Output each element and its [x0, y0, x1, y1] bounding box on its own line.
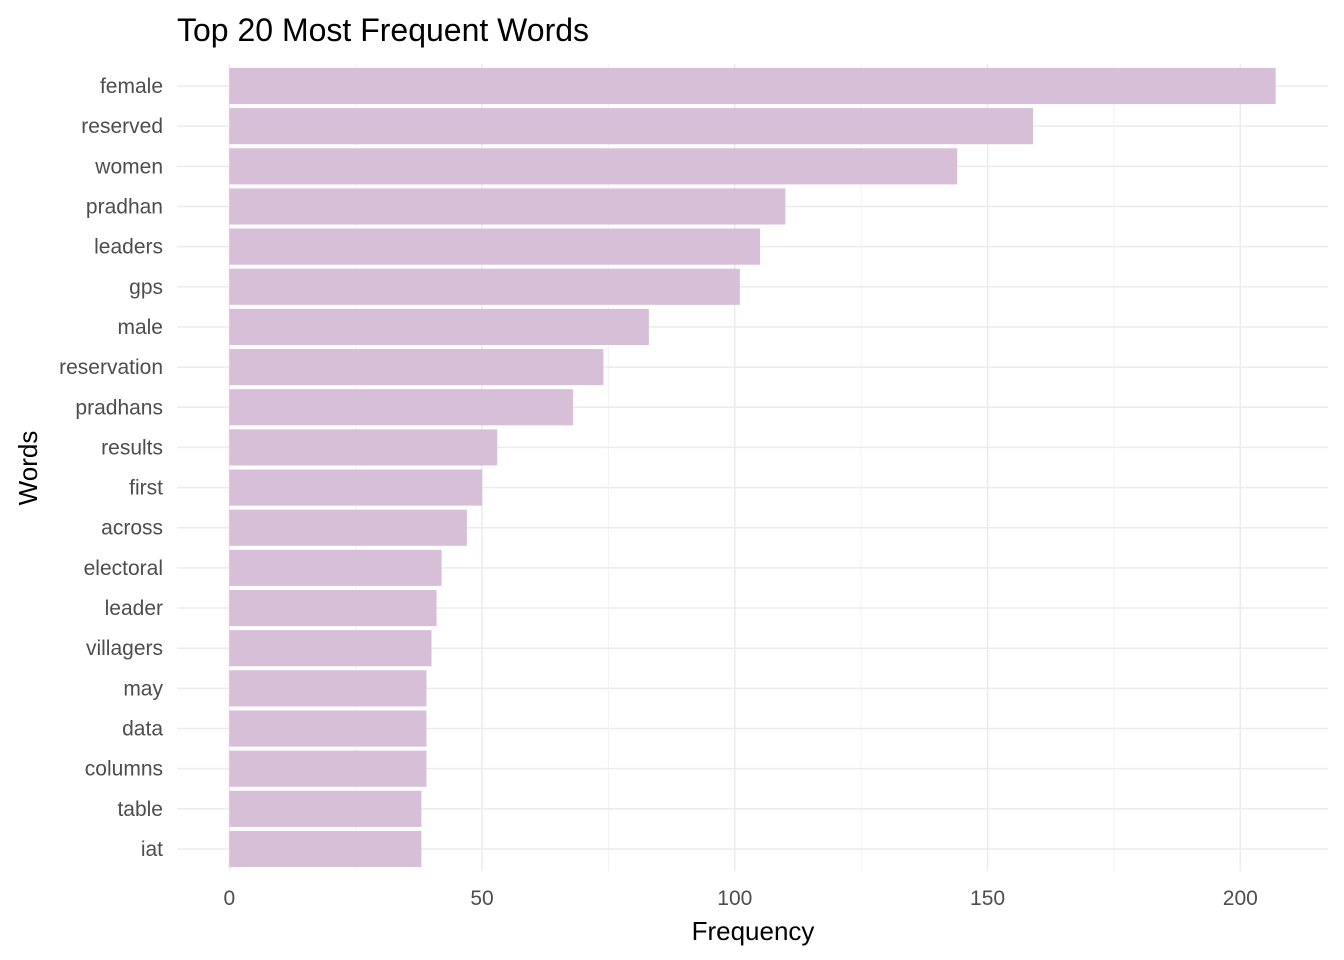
- y-tick-label-data: data: [122, 718, 163, 741]
- x-tick-labels: 0 50 100 150 200: [223, 887, 1257, 910]
- bar-columns: [229, 750, 427, 787]
- y-tick-label-reserved: reserved: [81, 115, 163, 138]
- bar-across: [229, 509, 467, 546]
- bar-reservation: [229, 349, 604, 386]
- y-tick-label-villagers: villagers: [86, 637, 163, 660]
- bar-first: [229, 469, 483, 506]
- y-tick-label-women: women: [94, 155, 163, 178]
- y-tick-label-iat: iat: [141, 838, 163, 861]
- y-tick-label-gps: gps: [129, 276, 163, 299]
- y-tick-label-across: across: [101, 517, 163, 540]
- bar-table: [229, 790, 422, 827]
- bar-electoral: [229, 549, 442, 586]
- y-tick-label-table: table: [117, 798, 163, 821]
- y-tick-label-electoral: electoral: [84, 557, 163, 580]
- x-tick-label-150: 150: [970, 887, 1005, 910]
- bar-iat: [229, 830, 422, 868]
- bar-pradhans: [229, 389, 574, 426]
- bar-reserved: [229, 108, 1034, 145]
- y-tick-label-pradhans: pradhans: [75, 396, 163, 419]
- x-tick-label-0: 0: [223, 887, 235, 910]
- bar-leaders: [229, 228, 761, 265]
- y-tick-label-pradhan: pradhan: [86, 195, 163, 218]
- bar-pradhan: [229, 188, 786, 225]
- y-tick-label-columns: columns: [85, 758, 163, 781]
- bar-gps: [229, 268, 740, 305]
- y-tick-label-female: female: [100, 75, 163, 98]
- y-tick-label-reservation: reservation: [59, 356, 163, 379]
- y-tick-label-male: male: [117, 316, 163, 339]
- x-tick-label-100: 100: [717, 887, 752, 910]
- y-axis-title: Words: [13, 431, 43, 506]
- y-tick-label-results: results: [101, 436, 163, 459]
- x-tick-label-200: 200: [1223, 887, 1258, 910]
- x-tick-label-50: 50: [470, 887, 493, 910]
- bar-villagers: [229, 630, 432, 667]
- x-axis-title: Frequency: [692, 916, 815, 946]
- bar-may: [229, 670, 427, 707]
- bar-male: [229, 308, 649, 346]
- bar-data: [229, 710, 427, 747]
- bar-women: [229, 148, 958, 185]
- y-tick-label-may: may: [123, 677, 163, 700]
- bar-results: [229, 429, 498, 466]
- y-tick-label-leaders: leaders: [94, 236, 163, 259]
- y-tick-label-leader: leader: [105, 597, 163, 620]
- grid-layer: [177, 64, 1328, 871]
- y-tick-labels: female reserved women pradhan leaders gps male…: [59, 75, 163, 861]
- bar-layer: [229, 67, 1276, 868]
- chart-title: Top 20 Most Frequent Words: [177, 12, 589, 48]
- bar-female: [229, 67, 1276, 105]
- bar-leader: [229, 589, 437, 627]
- y-tick-label-first: first: [129, 477, 163, 500]
